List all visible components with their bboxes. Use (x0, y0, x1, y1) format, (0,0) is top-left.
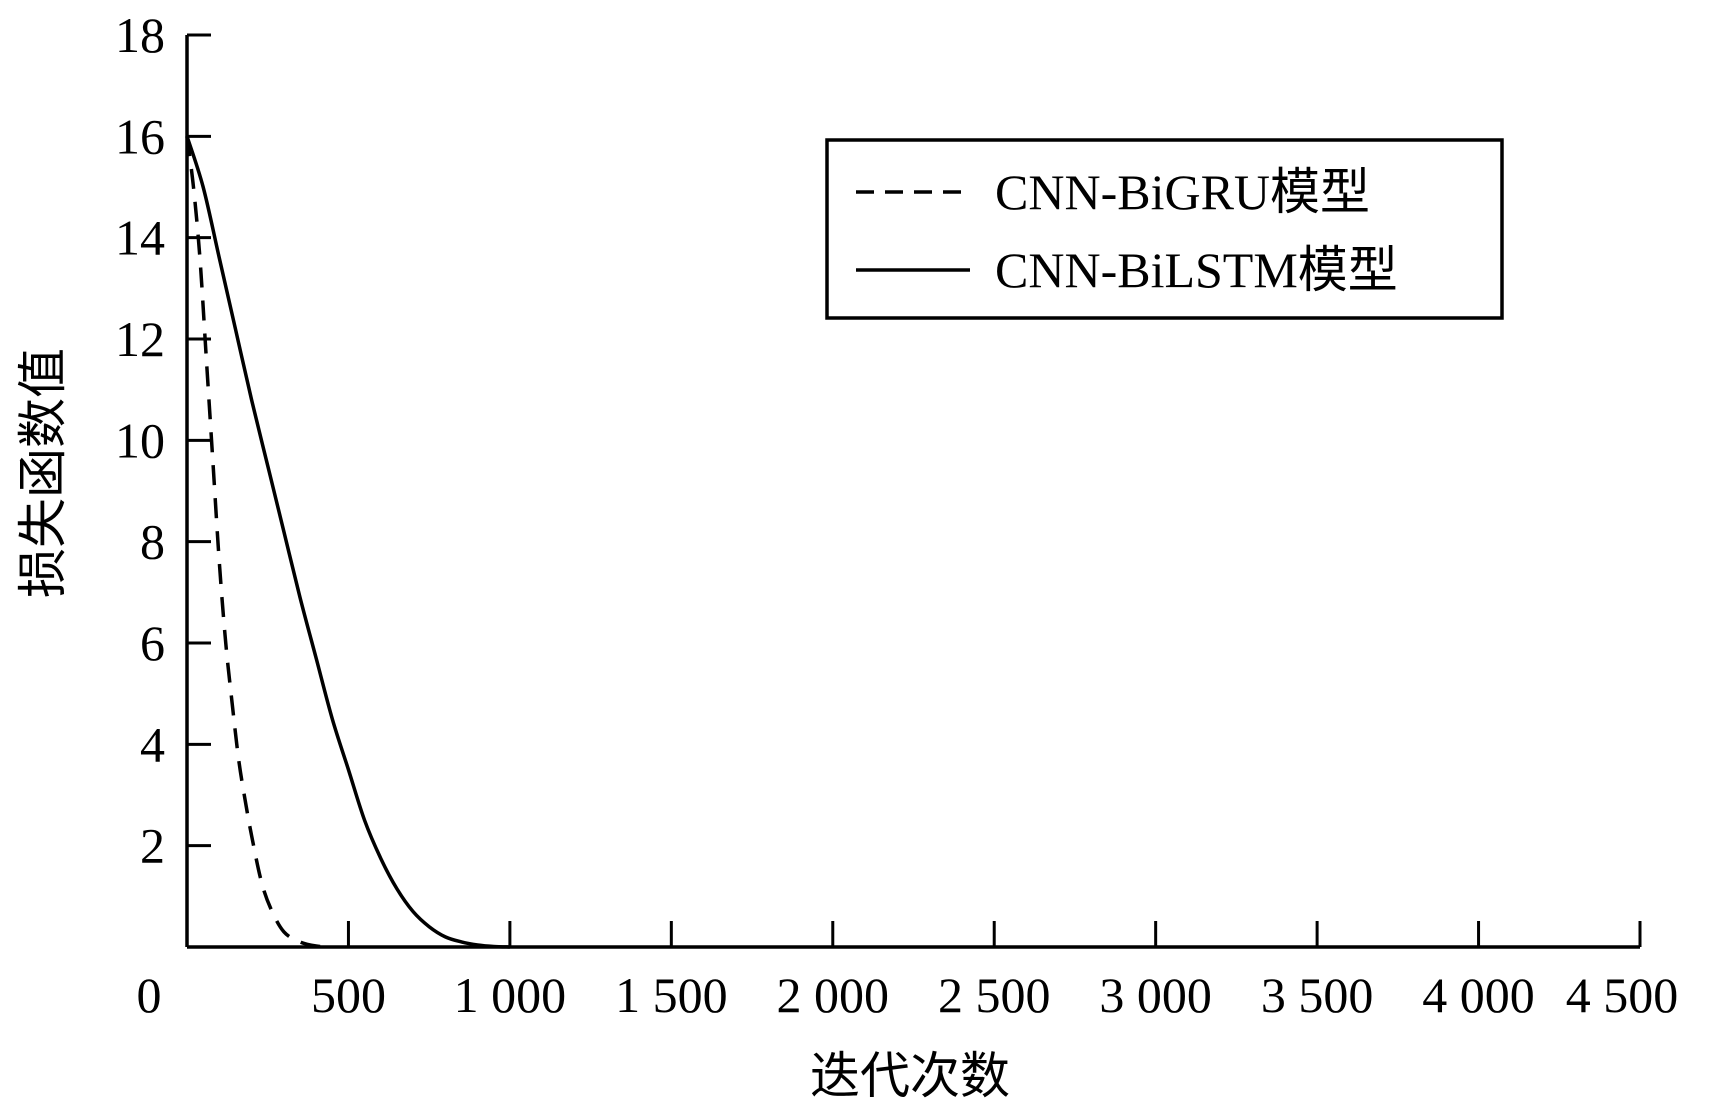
series-lines (185, 135, 510, 949)
y-tick-label: 2 (140, 818, 165, 874)
y-tick-label: 16 (115, 108, 165, 164)
x-tick-label: 4 000 (1422, 967, 1535, 1023)
y-tick-label: 14 (115, 210, 165, 266)
x-tick-label: 1 500 (615, 967, 728, 1023)
x-tick-label: 1 000 (454, 967, 567, 1023)
y-axis-title: 损失函数值 (15, 348, 71, 598)
x-tick-label: 2 500 (938, 967, 1051, 1023)
series-line-bigru (185, 136, 333, 949)
legend: CNN-BiGRU模型 CNN-BiLSTM模型 (825, 138, 1504, 320)
y-tick-label: 18 (115, 7, 165, 63)
y-tick-label: 4 (140, 716, 165, 772)
legend-label: CNN-BiGRU模型 (995, 164, 1370, 220)
legend-box (825, 138, 1504, 320)
x-tick-label: 4 500 (1566, 967, 1679, 1023)
x-tick-label: 3 500 (1261, 967, 1374, 1023)
y-tick-label: 8 (140, 514, 165, 570)
x-tick-label: 0 (137, 967, 162, 1023)
axes: 0 500 1 000 1 500 2 000 2 500 3 000 3 500 4 000 4… (115, 7, 1678, 1023)
legend-label: CNN-BiLSTM模型 (995, 242, 1398, 298)
x-tick-label: 2 000 (777, 967, 890, 1023)
y-tick-label: 6 (140, 615, 165, 671)
x-tick-label: 500 (311, 967, 386, 1023)
x-tick-label: 3 000 (1099, 967, 1212, 1023)
x-axis-title: 迭代次数 (810, 1048, 1010, 1104)
series-line-bilstm (185, 135, 510, 949)
y-tick-label: 10 (115, 412, 165, 468)
y-tick-label: 12 (115, 311, 165, 367)
